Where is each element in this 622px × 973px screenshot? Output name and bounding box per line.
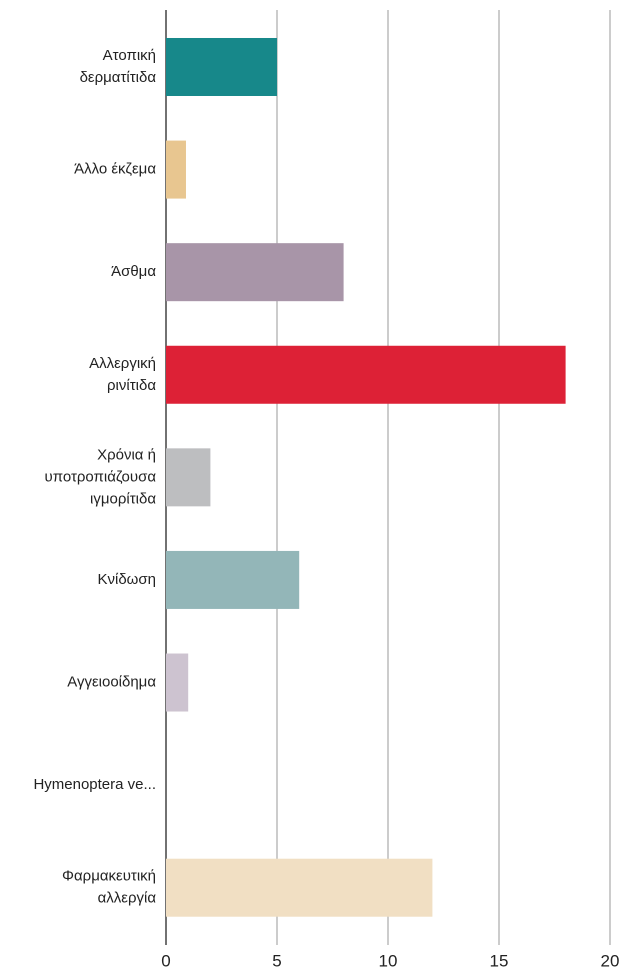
y-tick-label: Αλλεργική ρινίτιδα bbox=[89, 355, 156, 394]
y-tick-label: Hymenoptera ve... bbox=[33, 776, 156, 793]
bar bbox=[166, 140, 186, 199]
y-tick-label: Φαρμακευτική αλλεργία bbox=[62, 868, 156, 907]
y-tick-label: Αγγειοοίδημα bbox=[67, 673, 156, 690]
x-tick-label: 5 bbox=[272, 951, 281, 970]
x-tick-label: 10 bbox=[379, 951, 398, 970]
x-tick-label: 15 bbox=[490, 951, 509, 970]
x-tick-label: 0 bbox=[161, 951, 170, 970]
y-tick-label: Χρόνια ή υποτροπιάζουσα ιγμορίτιδα bbox=[45, 446, 157, 507]
y-tick-label: Άσθμα bbox=[111, 263, 156, 280]
bar bbox=[166, 345, 566, 404]
bar bbox=[166, 243, 344, 302]
bar bbox=[166, 37, 277, 96]
bar bbox=[166, 448, 211, 507]
bar bbox=[166, 653, 189, 712]
y-tick-label: Ατοπική δερματίτιδα bbox=[80, 47, 157, 86]
bar bbox=[166, 550, 300, 609]
y-tick-label: Κνίδωση bbox=[98, 571, 157, 588]
x-tick-label: 20 bbox=[601, 951, 620, 970]
y-tick-label: Άλλο έκζεμα bbox=[74, 161, 156, 178]
bar bbox=[166, 858, 433, 917]
